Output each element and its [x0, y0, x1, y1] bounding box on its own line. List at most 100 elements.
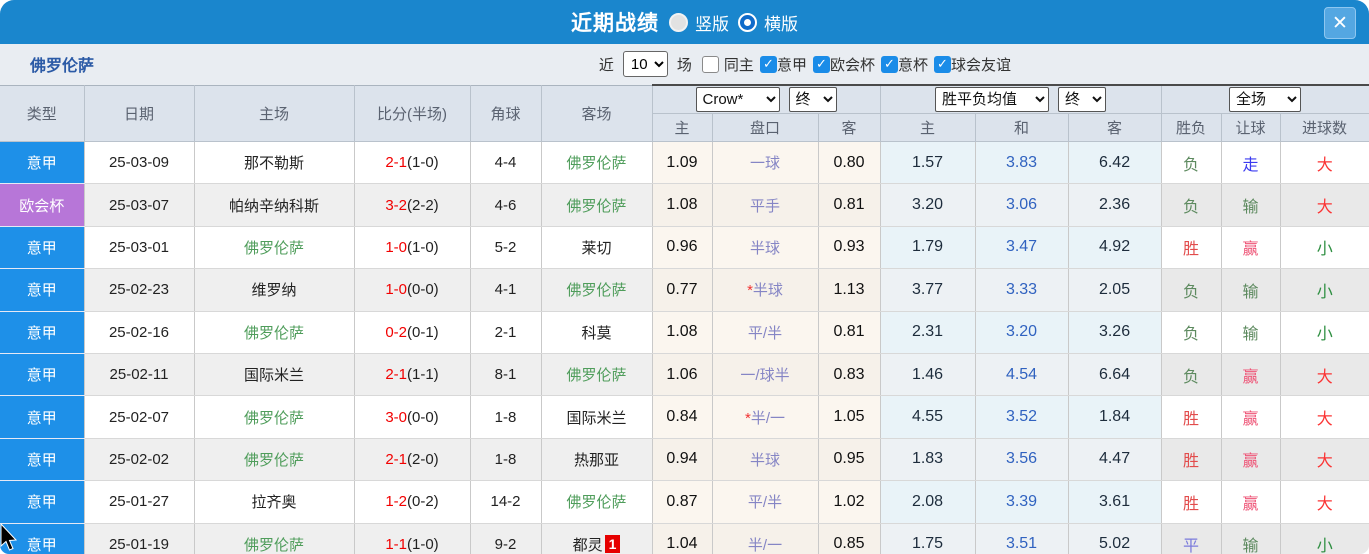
cell-type: 意甲 [0, 268, 85, 312]
cell-away: 国际米兰 [541, 395, 653, 439]
close-button[interactable]: ✕ [1324, 7, 1356, 39]
cell-type: 意甲 [0, 523, 85, 554]
cell-away: 热那亚 [541, 438, 653, 482]
handicap-label: 半球 [752, 282, 783, 300]
cell-wd: 4.54 [975, 353, 1069, 397]
team-label: 帕纳辛纳科斯 [228, 197, 319, 215]
cell-score: 1-1(1-0) [354, 523, 471, 554]
league-checkbox[interactable]: ✓ [880, 55, 898, 73]
fulltime-score: 1-0 [385, 238, 407, 256]
cell-corner: 1-8 [470, 395, 542, 439]
cell-handicap: 平/半 [712, 311, 819, 354]
cell-type: 意甲 [0, 226, 85, 270]
team-label: 拉齐奥 [251, 494, 297, 512]
cell-goals: 大 [1280, 183, 1369, 227]
team-label: 国际米兰 [243, 367, 304, 385]
cell-score: 3-0(0-0) [354, 395, 471, 439]
match-row: 意甲 25-02-23 维罗纳 1-0(0-0) 4-1 佛罗伦萨 0.77 *半球 1.13 3… [0, 268, 1369, 312]
cell-type: 意甲 [0, 311, 85, 354]
cell-result: 负 [1161, 141, 1222, 185]
period-select[interactable]: 全场 [1229, 87, 1302, 112]
avg-odds-group: 胜平负均值 终 [880, 84, 1162, 114]
cell-wa: 1.84 [1068, 395, 1162, 439]
cell-wa: 3.61 [1068, 480, 1162, 524]
league-checkbox[interactable] [701, 55, 719, 73]
cell-wa: 4.92 [1068, 226, 1162, 270]
col-header-type: 类型 [0, 85, 85, 142]
cell-corner: 9-2 [470, 523, 542, 554]
cell-handicap: 一球 [712, 141, 819, 185]
cell-a: 0.81 [818, 183, 881, 227]
cell-wa: 2.36 [1068, 183, 1162, 227]
col-header-date: 日期 [84, 85, 195, 142]
cell-away: 科莫 [541, 311, 653, 354]
cell-h: 0.96 [652, 226, 713, 270]
cell-home: 拉齐奥 [194, 480, 355, 524]
league-checkbox[interactable]: ✓ [759, 55, 777, 73]
cell-h: 1.08 [652, 311, 713, 354]
team-label: 佛罗伦萨 [566, 197, 627, 215]
league-checkbox[interactable]: ✓ [812, 55, 830, 73]
recent-count-select[interactable]: 10 [622, 51, 668, 77]
handicap-label: 半球 [749, 451, 780, 469]
cell-date: 25-01-19 [84, 523, 195, 554]
period-group: 全场 [1161, 84, 1369, 114]
cell-wh: 3.20 [880, 183, 976, 227]
matches-label: 场 [676, 56, 692, 74]
cell-type: 意甲 [0, 141, 85, 185]
league-checkbox-label: 意杯 [897, 56, 928, 74]
cell-h: 1.04 [652, 523, 713, 554]
team-label: 佛罗伦萨 [566, 367, 627, 385]
cell-hr: 输 [1221, 311, 1281, 354]
page-title: 近期战绩 [571, 12, 659, 35]
cell-h: 1.09 [652, 141, 713, 185]
team-label: 佛罗伦萨 [566, 494, 627, 512]
col-header-odds-home: 主 [652, 113, 713, 142]
cell-date: 25-02-02 [84, 438, 195, 482]
view-radio-icon[interactable] [738, 12, 757, 32]
cell-result: 平 [1161, 523, 1222, 554]
cell-type: 意甲 [0, 353, 85, 397]
cell-away: 莱切 [541, 226, 653, 270]
cell-goals: 大 [1280, 395, 1369, 439]
col-header-corner: 角球 [470, 85, 542, 142]
cell-home: 佛罗伦萨 [194, 226, 355, 270]
halftime-score: (1-1) [407, 366, 439, 384]
cell-handicap: 半球 [712, 438, 819, 482]
odds-final-select[interactable]: 终 [788, 87, 837, 112]
avg-final-select[interactable]: 终 [1058, 87, 1107, 112]
cell-handicap: 平/半 [712, 480, 819, 524]
col-header-odds-away: 客 [818, 113, 881, 142]
team-label: 科莫 [581, 324, 612, 342]
view-option[interactable]: 竖版 [669, 10, 729, 35]
team-label: 佛罗伦萨 [243, 536, 304, 554]
halftime-score: (0-1) [407, 323, 439, 341]
cell-wa: 6.64 [1068, 353, 1162, 397]
cell-hr: 赢 [1221, 480, 1281, 524]
team-label: 国际米兰 [566, 409, 627, 427]
cell-wd: 3.33 [975, 268, 1069, 312]
cell-wh: 3.77 [880, 268, 976, 312]
cell-wd: 3.06 [975, 183, 1069, 227]
view-option[interactable]: 横版 [738, 10, 798, 35]
cell-hr: 赢 [1221, 395, 1281, 439]
cell-score: 1-2(0-2) [354, 480, 471, 524]
avg-odds-select[interactable]: 胜平负均值 [935, 87, 1050, 112]
cell-goals: 大 [1280, 438, 1369, 482]
cell-h: 1.06 [652, 353, 713, 397]
cell-a: 0.80 [818, 141, 881, 185]
fulltime-score: 2-1 [385, 154, 407, 172]
cell-wd: 3.39 [975, 480, 1069, 524]
fulltime-score: 1-1 [385, 535, 407, 553]
cell-handicap: *半球 [712, 268, 819, 312]
cell-h: 0.94 [652, 438, 713, 482]
cell-wd: 3.51 [975, 523, 1069, 554]
view-radio-icon[interactable] [669, 12, 688, 32]
halftime-score: (1-0) [407, 154, 439, 172]
league-checkbox[interactable]: ✓ [933, 55, 951, 73]
cell-home: 那不勒斯 [194, 141, 355, 185]
odds-company-select[interactable]: Crow* [695, 87, 780, 112]
cell-away: 都灵 1 [541, 523, 653, 554]
cell-date: 25-02-11 [84, 353, 195, 397]
